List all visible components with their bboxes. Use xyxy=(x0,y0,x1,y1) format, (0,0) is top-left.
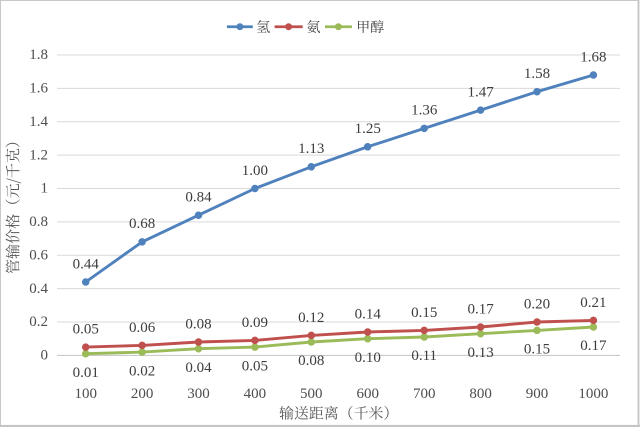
svg-text:0.05: 0.05 xyxy=(73,322,99,338)
svg-text:0.04: 0.04 xyxy=(185,360,212,376)
svg-text:700: 700 xyxy=(413,386,436,402)
svg-text:500: 500 xyxy=(300,386,323,402)
svg-text:1.4: 1.4 xyxy=(29,114,48,130)
svg-text:1.36: 1.36 xyxy=(411,103,438,119)
svg-text:800: 800 xyxy=(469,386,492,402)
svg-text:0.20: 0.20 xyxy=(524,297,550,313)
svg-text:0.44: 0.44 xyxy=(73,256,100,272)
svg-text:0.10: 0.10 xyxy=(355,350,381,366)
svg-text:100: 100 xyxy=(74,386,97,402)
svg-text:600: 600 xyxy=(356,386,379,402)
svg-text:0.06: 0.06 xyxy=(129,320,156,336)
svg-text:1.6: 1.6 xyxy=(29,81,48,97)
svg-text:1.68: 1.68 xyxy=(580,49,606,65)
svg-text:0.14: 0.14 xyxy=(355,307,382,323)
svg-text:200: 200 xyxy=(131,386,154,402)
svg-text:0.01: 0.01 xyxy=(73,365,99,381)
svg-text:0.09: 0.09 xyxy=(242,315,268,331)
svg-text:1.2: 1.2 xyxy=(29,147,48,163)
svg-text:0.12: 0.12 xyxy=(298,310,324,326)
svg-text:0.08: 0.08 xyxy=(298,353,324,369)
svg-text:0.15: 0.15 xyxy=(411,305,437,321)
svg-text:0.8: 0.8 xyxy=(29,214,48,230)
svg-text:0.15: 0.15 xyxy=(524,342,550,358)
svg-text:0.02: 0.02 xyxy=(129,363,155,379)
svg-text:0.17: 0.17 xyxy=(467,302,494,318)
svg-text:1.47: 1.47 xyxy=(467,84,494,100)
svg-text:0.68: 0.68 xyxy=(129,216,155,232)
svg-text:1.25: 1.25 xyxy=(355,121,381,137)
svg-text:0.13: 0.13 xyxy=(467,345,493,361)
svg-text:0.2: 0.2 xyxy=(29,314,48,330)
svg-text:900: 900 xyxy=(526,386,549,402)
svg-text:0.21: 0.21 xyxy=(580,295,606,311)
svg-text:0.6: 0.6 xyxy=(29,248,48,264)
svg-text:0.4: 0.4 xyxy=(29,281,48,297)
svg-text:0.17: 0.17 xyxy=(580,338,607,354)
svg-text:1.13: 1.13 xyxy=(298,141,324,157)
svg-text:1: 1 xyxy=(41,181,49,197)
svg-text:1.58: 1.58 xyxy=(524,66,550,82)
svg-text:0: 0 xyxy=(41,348,49,364)
svg-text:0.11: 0.11 xyxy=(411,348,437,364)
svg-text:1000: 1000 xyxy=(578,386,608,402)
svg-text:0.84: 0.84 xyxy=(185,190,212,206)
svg-text:0.08: 0.08 xyxy=(185,317,211,333)
svg-text:300: 300 xyxy=(187,386,210,402)
svg-text:1.00: 1.00 xyxy=(242,163,268,179)
svg-text:400: 400 xyxy=(244,386,267,402)
svg-text:0.05: 0.05 xyxy=(242,358,268,374)
svg-text:1.8: 1.8 xyxy=(29,47,48,63)
